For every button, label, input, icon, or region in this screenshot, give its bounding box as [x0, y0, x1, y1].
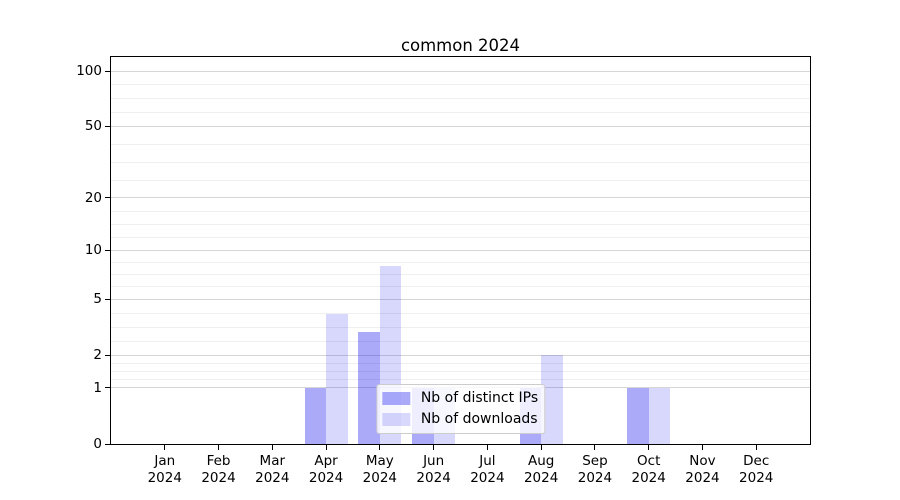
y-tick-label: 5: [93, 291, 102, 308]
y-tick-mark: [105, 354, 110, 356]
gridline-minor: [111, 143, 810, 145]
bar-downloads-oct: [648, 387, 671, 444]
x-tick-label-jun: Jun 2024: [416, 453, 451, 486]
legend-label-distinct-ips: Nb of distinct IPs: [420, 390, 539, 406]
legend-item-downloads: Nb of downloads: [381, 410, 538, 429]
gridline-minor: [111, 326, 810, 328]
bar-distinct-ips-may: [358, 331, 380, 444]
gridline-minor: [111, 371, 810, 373]
gridline-minor: [111, 236, 810, 238]
x-tick-label-mar: Mar 2024: [255, 453, 290, 486]
y-tick-mark: [105, 197, 110, 199]
x-tick-label-oct: Oct 2024: [631, 453, 666, 486]
x-tick-label-sep: Sep 2024: [577, 453, 613, 486]
x-tick-label-nov: Nov 2024: [685, 453, 720, 486]
gridline-minor: [111, 223, 810, 225]
gridline-minor: [111, 274, 810, 276]
gridline-major: [111, 125, 810, 127]
y-tick-label: 100: [76, 63, 102, 79]
x-tick-label-may: May 2024: [362, 453, 398, 486]
legend-label-downloads: Nb of downloads: [420, 411, 538, 427]
gridline-minor: [111, 179, 810, 181]
x-tick-label-feb: Feb 2024: [201, 453, 236, 486]
legend-swatch-distinct-ips: [381, 392, 410, 405]
gridline-minor: [111, 340, 810, 342]
y-tick-label: 50: [84, 118, 102, 135]
legend-item-distinct-ips: Nb of distinct IPs: [381, 389, 539, 408]
gridline-major: [111, 249, 810, 251]
x-tick-mark: [218, 445, 220, 450]
y-tick-mark: [105, 249, 110, 251]
gridline-major: [111, 197, 810, 199]
x-tick-mark: [325, 445, 327, 450]
legend: Nb of distinct IPs Nb of downloads: [375, 384, 546, 434]
gridline-minor: [111, 98, 810, 100]
y-tick-mark: [105, 443, 110, 445]
legend-swatch-downloads: [381, 413, 410, 426]
y-tick-label: 1: [93, 379, 102, 396]
x-tick-mark: [755, 445, 757, 450]
gridline-minor: [111, 210, 810, 212]
plot-area: Nb of distinct IPs Nb of downloads: [110, 56, 811, 445]
chart-title: common 2024: [400, 36, 521, 55]
gridline-major: [111, 70, 810, 72]
x-tick-label-jul: Jul 2024: [470, 453, 505, 486]
x-tick-mark: [271, 445, 273, 450]
gridline-minor: [111, 379, 810, 381]
bar-downloads-aug: [541, 355, 563, 444]
x-tick-label-dec: Dec 2024: [739, 453, 774, 486]
y-tick-mark: [105, 387, 110, 389]
y-tick-label: 2: [93, 347, 102, 364]
y-tick-mark: [105, 125, 110, 127]
x-tick-mark: [594, 445, 596, 450]
bar-downloads-apr: [326, 313, 348, 444]
y-tick-label: 20: [84, 189, 102, 206]
gridline-major: [111, 354, 810, 356]
y-tick-mark: [105, 298, 110, 300]
x-tick-mark: [486, 445, 488, 450]
gridline-minor: [111, 84, 810, 86]
x-tick-mark: [433, 445, 435, 450]
x-tick-mark: [164, 445, 166, 450]
gridline-major: [111, 298, 810, 300]
y-tick-label: 0: [93, 436, 102, 452]
gridline-minor: [111, 111, 810, 113]
x-tick-mark: [540, 445, 542, 450]
x-tick-mark: [701, 445, 703, 450]
x-tick-mark: [648, 445, 650, 450]
bar-distinct-ips-apr: [304, 387, 327, 444]
gridline-minor: [111, 362, 810, 364]
y-tick-label: 10: [84, 242, 102, 259]
x-tick-label-aug: Aug 2024: [523, 453, 559, 486]
gridline-minor: [111, 286, 810, 288]
gridline-minor: [111, 261, 810, 263]
gridline-minor: [111, 312, 810, 314]
x-tick-label-jan: Jan 2024: [147, 453, 182, 486]
gridline-minor: [111, 161, 810, 163]
x-tick-label-apr: Apr 2024: [308, 453, 344, 486]
x-tick-mark: [379, 445, 381, 450]
y-tick-mark: [105, 70, 110, 72]
bar-distinct-ips-oct: [627, 387, 649, 444]
